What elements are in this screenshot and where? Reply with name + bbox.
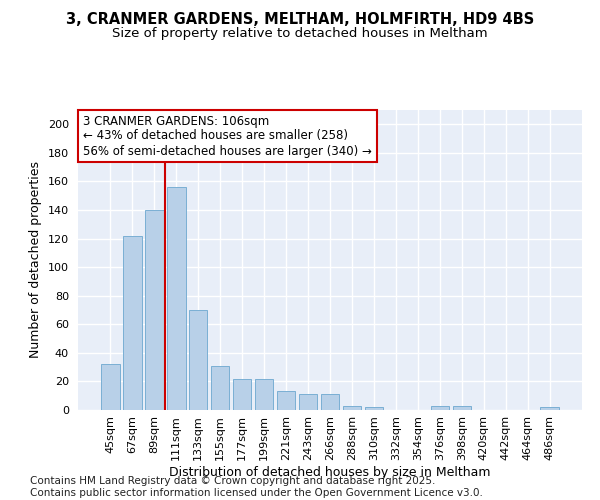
Bar [167, 187, 185, 410]
Bar [211, 366, 229, 410]
Bar [189, 310, 208, 410]
Bar [299, 394, 317, 410]
Bar [255, 378, 274, 410]
Bar [343, 406, 361, 410]
Bar [452, 406, 471, 410]
Text: Contains HM Land Registry data © Crown copyright and database right 2025.
Contai: Contains HM Land Registry data © Crown c… [30, 476, 483, 498]
Bar [233, 378, 251, 410]
Bar [320, 394, 340, 410]
Bar [277, 392, 295, 410]
Text: 3 CRANMER GARDENS: 106sqm
← 43% of detached houses are smaller (258)
56% of semi: 3 CRANMER GARDENS: 106sqm ← 43% of detac… [83, 114, 372, 158]
Bar [541, 407, 559, 410]
Text: 3, CRANMER GARDENS, MELTHAM, HOLMFIRTH, HD9 4BS: 3, CRANMER GARDENS, MELTHAM, HOLMFIRTH, … [66, 12, 534, 28]
Bar [365, 407, 383, 410]
X-axis label: Distribution of detached houses by size in Meltham: Distribution of detached houses by size … [169, 466, 491, 478]
Y-axis label: Number of detached properties: Number of detached properties [29, 162, 42, 358]
Bar [101, 364, 119, 410]
Text: Size of property relative to detached houses in Meltham: Size of property relative to detached ho… [112, 28, 488, 40]
Bar [145, 210, 164, 410]
Bar [431, 406, 449, 410]
Bar [123, 236, 142, 410]
